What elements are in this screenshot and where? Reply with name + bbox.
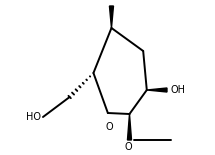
Polygon shape bbox=[109, 6, 114, 28]
Text: OH: OH bbox=[171, 85, 186, 95]
Text: O: O bbox=[124, 142, 132, 152]
Polygon shape bbox=[127, 114, 132, 140]
Text: HO: HO bbox=[26, 112, 41, 122]
Text: HO: HO bbox=[104, 0, 119, 2]
Text: O: O bbox=[105, 122, 113, 132]
Polygon shape bbox=[147, 88, 167, 92]
